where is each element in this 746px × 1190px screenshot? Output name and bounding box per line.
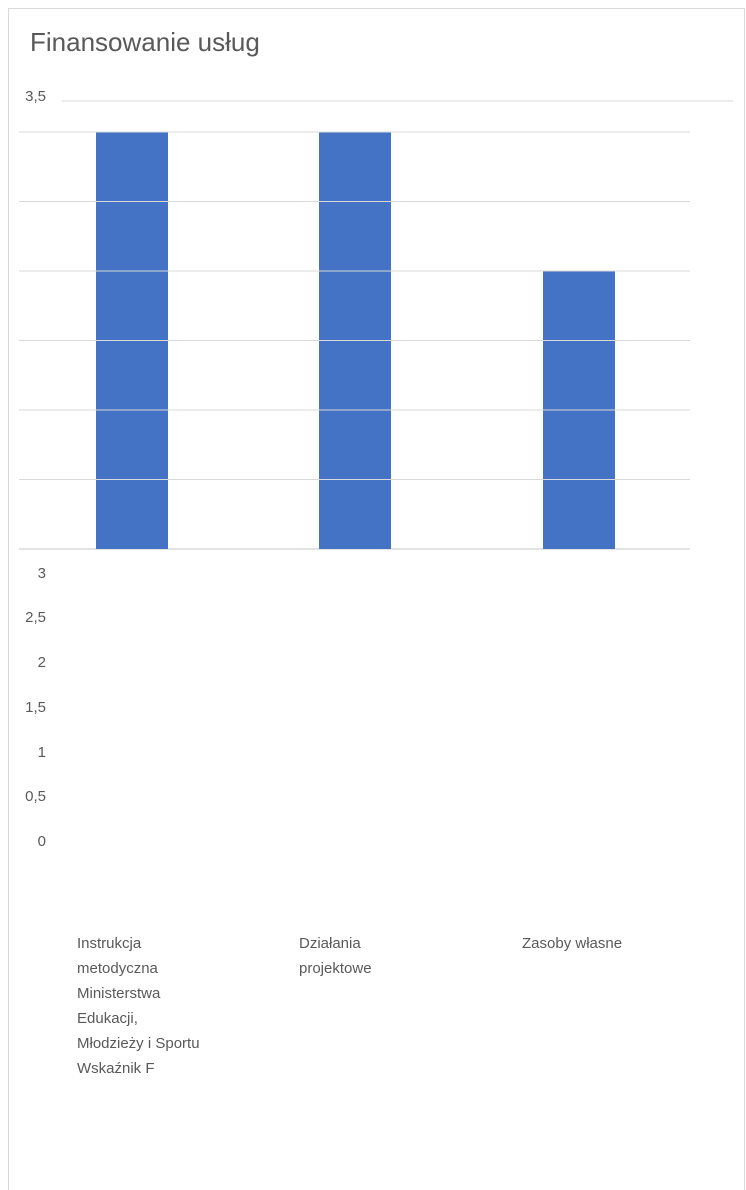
x-category-label-line: Edukacji, — [77, 1010, 138, 1027]
x-category-label-line: Wskaźnik F — [77, 1060, 155, 1077]
y-tick-label: 0,5 — [25, 788, 46, 805]
y-tick-label: 0 — [37, 833, 46, 850]
x-category-label-line: Ministerstwa — [77, 985, 161, 1002]
x-category-label: Instrukcja metodyczna Ministerstwa Edukacji… — [77, 931, 247, 1081]
x-category-label-line: metodyczna — [77, 960, 158, 977]
x-category-label: Zasoby własne — [522, 931, 692, 956]
x-category-label: Działania projektowe — [299, 931, 469, 981]
x-category-label-line: Działania — [299, 935, 361, 952]
x-category-label-line: projektowe — [299, 960, 372, 977]
chart-title: Finansowanie usług — [30, 27, 260, 57]
x-category-label-line: Zasoby własne — [522, 935, 623, 952]
x-category-label-line: Młodzieży i Sportu — [77, 1035, 200, 1052]
plot-area — [19, 100, 733, 550]
y-tick-label: 2 — [37, 654, 46, 671]
y-tick-label: 1,5 — [25, 699, 46, 716]
y-tick-label: 3,5 — [25, 88, 46, 105]
y-tick-label: 3 — [37, 565, 46, 582]
y-tick-label: 2,5 — [25, 609, 46, 626]
x-category-label-line: Instrukcja — [77, 935, 142, 952]
y-tick-label: 1 — [37, 744, 46, 761]
